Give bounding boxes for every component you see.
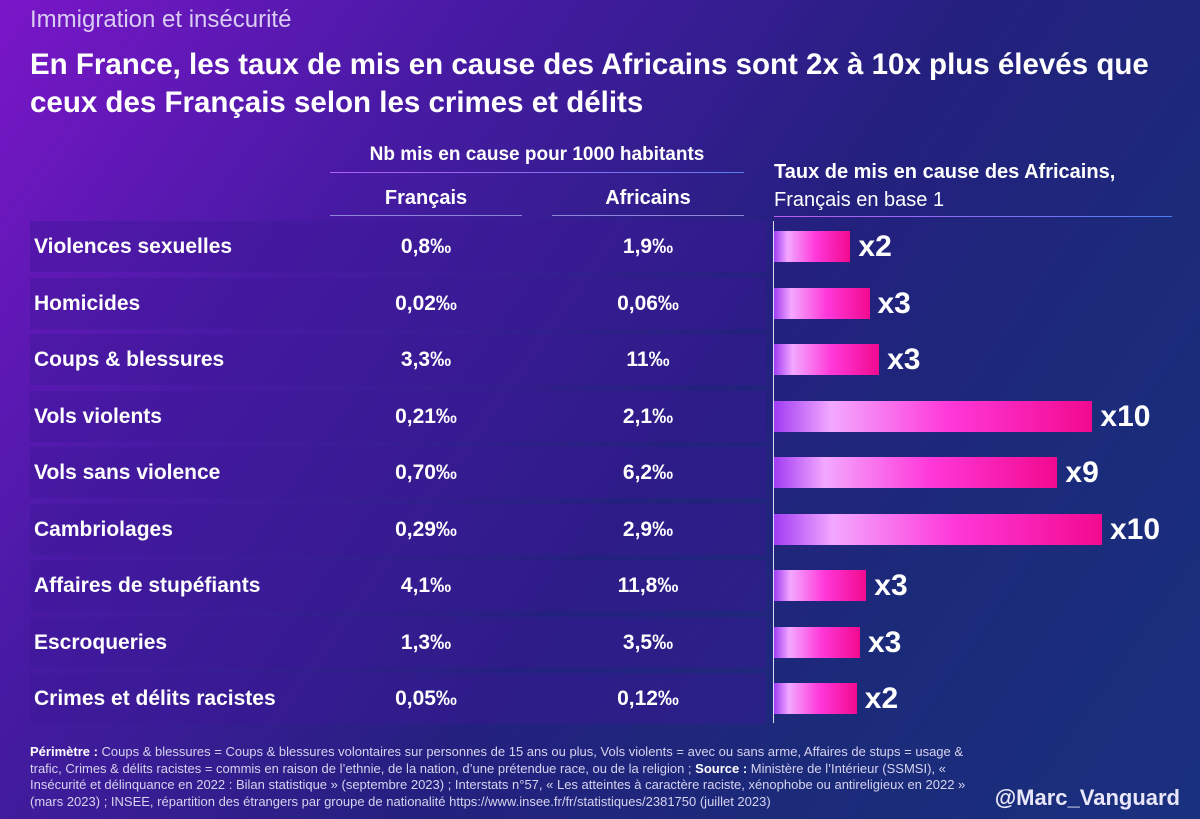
ratio-bar [774,344,880,375]
value-africains: 0,12‰ [617,687,679,710]
ratio-bar [774,400,1093,432]
value-francais: 0,8‰ [400,235,452,258]
category-label: Vols violents [34,404,162,428]
value-africains: 2,1‰ [622,404,674,428]
value-francais: 3,3‰ [400,348,452,371]
ratio-label: x2 [858,230,892,263]
ratio-label: x3 [874,569,908,602]
author-handle: @Marc_Vanguard [994,785,1180,810]
table-row [30,616,766,668]
group-header: Nb mis en cause pour 1000 habitants [369,144,705,165]
page-title: En France, les taux de mis en cause des … [30,48,1149,119]
value-africains: 11‰ [626,348,670,371]
ratio-bar [774,287,870,319]
category-label: Cambriolages [34,517,173,541]
ratio-bar [774,626,860,658]
ratio-bar [774,570,867,601]
table-row [30,334,766,385]
ratio-header-bold: Taux de mis en cause des Africains, [774,161,1116,183]
table-row [30,277,766,329]
ratio-label: x3 [877,286,911,320]
ratio-bar [774,457,1058,488]
value-africains: 6,2‰ [622,461,674,484]
value-francais: 0,02‰ [395,291,457,315]
value-francais: 0,05‰ [395,687,457,710]
footnote-perimetre-label: Périmètre : [30,744,98,759]
value-africains: 2,9‰ [622,517,674,541]
category-label: Homicides [34,291,141,315]
table-row [30,673,766,724]
category-label: Escroqueries [34,630,168,654]
category-label: Vols sans violence [34,461,221,484]
ratio-bar [774,513,1102,545]
footnote-source-label: Source : [695,760,748,776]
value-africains: 1,9‰ [622,235,674,258]
column-underline-francais [330,215,522,216]
value-africains: 11,8‰ [617,574,679,597]
category-label: Coups & blessures [34,348,225,371]
ratio-header: Taux de mis en cause des Africains, Fran… [774,158,1174,214]
kicker: Immigration et insécurité [30,6,292,33]
ratio-header-rest: Français en base 1 [774,189,945,211]
ratio-label: x10 [1100,399,1151,433]
table-row [30,447,766,498]
ratio-bar [774,683,857,714]
column-header-africains: Africains [605,187,691,209]
footnote: Périmètre : Coups & blessures = Coups & … [30,744,980,810]
value-africains: 0,06‰ [617,291,679,315]
column-header-francais: Français [384,187,468,209]
value-africains: 3,5‰ [622,630,674,654]
value-francais: 0,21‰ [395,404,457,428]
category-label: Affaires de stupéfiants [34,574,261,597]
ratio-bar [774,231,851,262]
category-label: Crimes et délits racistes [34,687,276,710]
footnote-perimetre-text: Coups & blessures = Coups & blessures vo… [30,744,964,776]
ratio-label: x2 [864,682,899,715]
table-row [30,221,766,272]
value-francais: 0,70‰ [395,461,457,484]
value-francais: 1,3‰ [400,630,452,654]
footnote-source-text: Ministère de l’Intérieur (SSMSI), « Insé… [30,760,966,809]
table-row [30,560,766,611]
table-row [30,503,766,555]
value-francais: 0,29‰ [395,517,457,541]
category-label: Violences sexuelles [34,235,233,258]
value-francais: 4,1‰ [400,574,452,597]
group-header-underline [330,172,744,173]
ratio-label: x10 [1110,512,1161,546]
table-row [30,390,766,442]
ratio-header-underline [774,216,1172,217]
column-underline-africains [552,215,744,216]
bar-axis [773,221,774,723]
ratio-label: x3 [887,343,921,376]
ratio-label: x3 [868,625,902,659]
ratio-label: x9 [1065,456,1099,489]
